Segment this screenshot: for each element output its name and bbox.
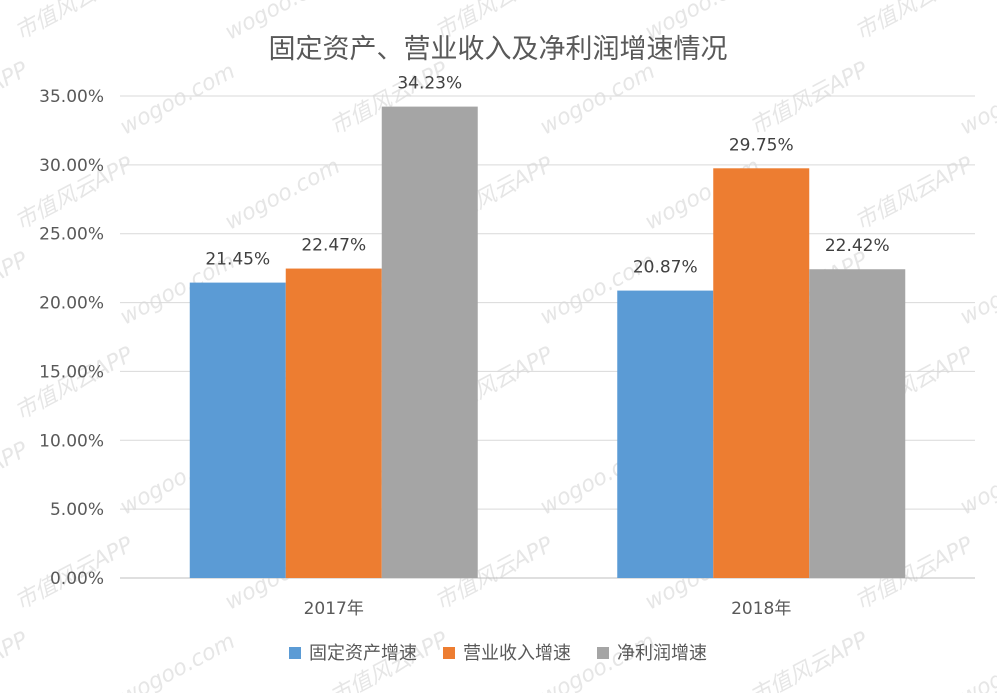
y-axis-ticks: 0.00% 5.00% 10.00% 15.00% 20.00% 25.00% 30.00%… bbox=[39, 87, 104, 589]
y-tick-label: 0.00% bbox=[50, 569, 104, 589]
y-tick-label: 35.00% bbox=[39, 87, 104, 107]
legend-label: 净利润增速 bbox=[617, 643, 707, 664]
watermark-text: 市值风云APP bbox=[11, 0, 138, 45]
x-axis-categories: 2017年 2018年 bbox=[304, 599, 792, 619]
x-tick-label: 2018年 bbox=[731, 599, 791, 619]
watermark-text: wogoo.com bbox=[116, 59, 239, 140]
data-label: 21.45% bbox=[205, 250, 270, 270]
watermark-text: 市值风云APP bbox=[851, 0, 978, 45]
bar bbox=[617, 290, 714, 578]
watermark-text: 市值风云APP bbox=[0, 247, 33, 330]
legend-label: 营业收入增速 bbox=[463, 643, 571, 664]
bar bbox=[189, 282, 286, 578]
legend-swatch bbox=[289, 647, 301, 659]
x-tick-label: 2017年 bbox=[304, 599, 364, 619]
legend-swatch bbox=[443, 647, 455, 659]
chart-title: 固定资产、营业收入及净利润增速情况 bbox=[269, 34, 728, 65]
y-tick-label: 30.00% bbox=[39, 156, 104, 176]
legend: 固定资产增速 营业收入增速 净利润增速 bbox=[289, 643, 707, 664]
data-label: 20.87% bbox=[633, 258, 698, 278]
watermark-text: 市值风云APP bbox=[746, 57, 873, 140]
data-labels: 21.45% 22.47% 34.23% 20.87% 29.75% 22.42% bbox=[205, 74, 889, 278]
y-tick-label: 5.00% bbox=[50, 500, 104, 520]
bars bbox=[189, 106, 906, 579]
data-label: 22.42% bbox=[825, 236, 890, 256]
watermark-text: wogoo.com bbox=[956, 59, 997, 140]
watermark-text: 市值风云APP bbox=[0, 437, 33, 520]
data-label: 29.75% bbox=[729, 135, 794, 155]
legend-swatch bbox=[597, 647, 609, 659]
bar bbox=[713, 168, 810, 579]
watermark-text: 市值风云APP bbox=[0, 57, 33, 140]
legend-label: 固定资产增速 bbox=[309, 643, 417, 664]
y-tick-label: 25.00% bbox=[39, 225, 104, 245]
bar bbox=[381, 106, 478, 578]
watermark-text: 市值风云APP bbox=[0, 627, 33, 693]
bar bbox=[809, 269, 906, 578]
y-tick-label: 20.00% bbox=[39, 294, 104, 314]
watermark-text: wogoo.com bbox=[956, 249, 997, 330]
watermark-text: wogoo.com bbox=[956, 629, 997, 693]
data-label: 22.47% bbox=[301, 236, 366, 256]
y-tick-label: 10.00% bbox=[39, 431, 104, 451]
watermark-text: 市值风云APP bbox=[746, 627, 873, 693]
watermark-text: wogoo.com bbox=[956, 439, 997, 520]
watermark-text: wogoo.com bbox=[221, 154, 344, 235]
bar bbox=[285, 268, 382, 578]
watermark-text: 市值风云APP bbox=[11, 342, 138, 425]
watermark-text: wogoo.com bbox=[116, 629, 239, 693]
data-label: 34.23% bbox=[397, 74, 462, 94]
y-tick-label: 15.00% bbox=[39, 362, 104, 382]
watermark-text: wogoo.com bbox=[536, 59, 659, 140]
